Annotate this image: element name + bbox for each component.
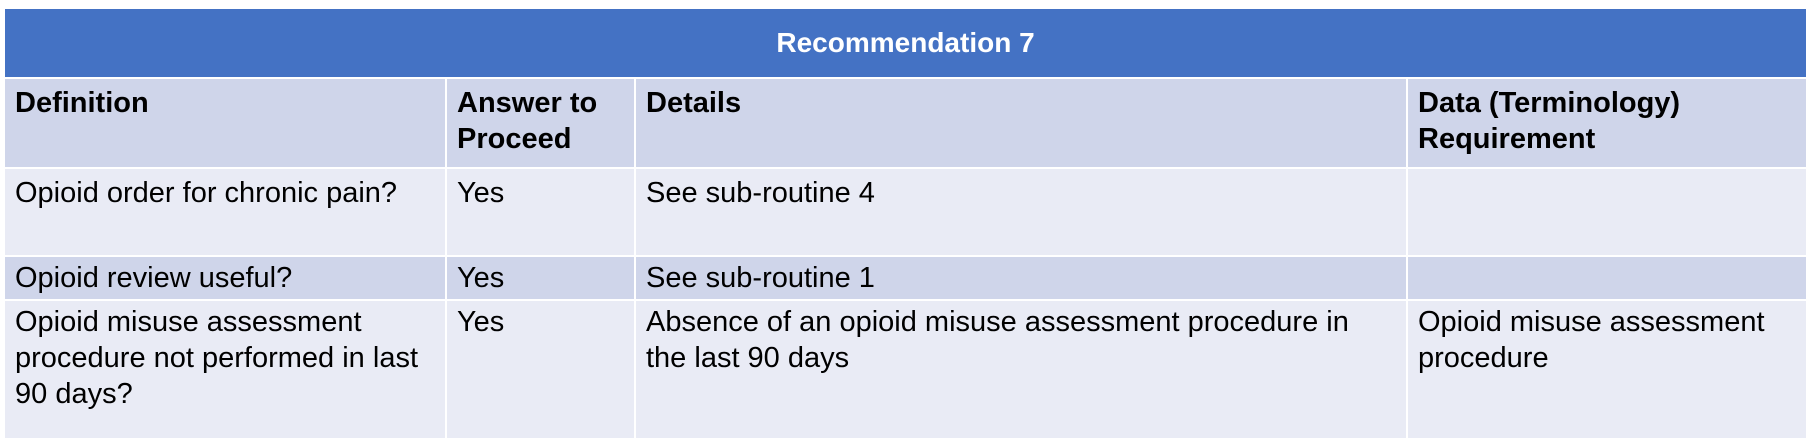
cell-answer: Yes	[445, 255, 636, 301]
table-row: Opioid review useful? Yes See sub-routin…	[3, 255, 1809, 301]
header-answer-line1: Answer to	[457, 87, 598, 119]
table-row: Opioid misuse assessment procedure not p…	[3, 299, 1809, 440]
cell-definition: Opioid misuse assessment procedure not p…	[3, 299, 447, 440]
recommendation-table-frame: Recommendation 7 Definition Answer to Pr…	[2, 7, 1809, 440]
cell-data: Opioid misuse assessment procedure	[1405, 299, 1809, 440]
cell-data	[1405, 255, 1809, 301]
header-definition: Definition	[3, 77, 447, 169]
header-answer-to-proceed: Answer to Proceed	[445, 77, 636, 169]
cell-definition: Opioid review useful?	[3, 255, 447, 301]
cell-answer: Yes	[445, 167, 636, 257]
table-row: Opioid order for chronic pain? Yes See s…	[3, 167, 1809, 257]
cell-answer: Yes	[445, 299, 636, 440]
cell-definition: Opioid order for chronic pain?	[3, 167, 447, 257]
header-row: Definition Answer to Proceed Details Dat…	[3, 77, 1809, 169]
cell-details: See sub-routine 1	[634, 255, 1408, 301]
header-answer-line2: Proceed	[457, 123, 572, 155]
recommendation-table: Recommendation 7 Definition Answer to Pr…	[2, 7, 1809, 440]
header-data-line1: Data (Terminology)	[1418, 87, 1681, 119]
table-title: Recommendation 7	[2, 7, 1809, 79]
title-row: Recommendation 7	[2, 7, 1809, 79]
cell-details: Absence of an opioid misuse assessment p…	[634, 299, 1408, 440]
header-data-line2: Requirement	[1418, 123, 1596, 155]
cell-details: See sub-routine 4	[634, 167, 1408, 257]
header-data-requirement: Data (Terminology) Requirement	[1405, 77, 1809, 169]
header-details: Details	[634, 77, 1408, 169]
cell-data	[1405, 167, 1809, 257]
